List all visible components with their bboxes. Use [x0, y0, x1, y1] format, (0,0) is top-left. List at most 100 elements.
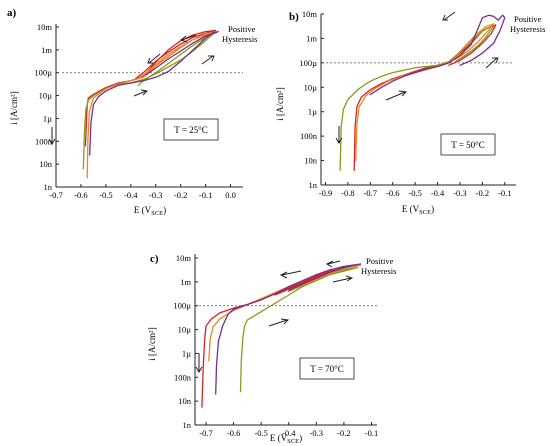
panel-b-xtick-label: -0.1 [498, 188, 511, 198]
panel-b-ytick-label: 100µ [299, 58, 317, 68]
panel-a-arrow-right-lower-icon [133, 89, 149, 97]
panel-a-series-4-line [89, 30, 219, 156]
panel-c-arrow-right-lower-icon [268, 318, 290, 327]
panel-c-ytick-label: 1µ [182, 348, 191, 358]
panel-a-xtick-label: -0.4 [124, 190, 138, 200]
panel-a-arrow-right-upper-icon [201, 55, 215, 65]
panel-a-ytick-label: 10µ [39, 91, 53, 101]
panel-b-arrow-down-icon [335, 126, 343, 144]
panel-a-temperature: T = 25°C [174, 125, 208, 135]
panel-b-xtick-label: -0.3 [453, 188, 466, 198]
panel-b-xtick-label: -0.2 [476, 188, 489, 198]
panel-c-label: c) [150, 253, 159, 265]
panel-a: a) i [A/cm²] 10m 1m 100µ 10µ 1µ 100n 10n 1n -0.… [7, 7, 257, 217]
panel-b-axes: 10m 1m 100µ 10µ 1µ 100n 10n 1n -0.9 -0.8 -0.7 -0.6… [299, 9, 516, 198]
panel-b-ylabel: i [A/cm²] [275, 87, 285, 120]
panel-a-label: a) [7, 7, 17, 19]
panel-a-series-3-line [86, 30, 217, 179]
panel-c-xtick-labels: -0.7 -0.6 -0.5 -0.4 -0.3 -0.2 -0.1 [199, 422, 378, 438]
panel-b-ytick-label: 10µ [304, 82, 318, 92]
panel-a-series [82, 29, 219, 179]
panel-c-ytick-label: 100µ [173, 301, 191, 311]
panel-a-arrow-left-mid-icon [147, 53, 161, 64]
panel-c-ytick-label: 10n [178, 396, 192, 406]
panel-a-xtick-labels: -0.7 -0.6 -0.5 -0.4 -0.3 -0.2 -0.1 0.0 [49, 184, 236, 200]
panel-c-xtick-label: -0.1 [365, 428, 378, 438]
panel-b-temperature: T = 50°C [451, 140, 485, 150]
panel-a-ytick-label: 10n [39, 159, 53, 169]
panel-a-ylabel: i [A/cm²] [9, 91, 19, 124]
panel-a-xtick-label: -0.1 [199, 190, 212, 200]
panel-a-xtick-label: -0.7 [49, 190, 62, 200]
panel-c-arrow-right-upper-icon [332, 275, 354, 283]
panel-b-ytick-label: 100n [300, 131, 318, 141]
panel-b-arrow-markers [335, 11, 499, 144]
panel-a-hysteresis-line2: Hysteresis [222, 34, 257, 44]
panel-b-xtick-labels: -0.9 -0.8 -0.7 -0.6 -0.5 -0.4 -0.3 -0.2 -0.1 [319, 182, 512, 198]
panel-c-plot: 10m 1m 100µ 10µ 1µ 100n 10n 1n -0.7 -0.6 -0.5 -0.4… [173, 253, 396, 438]
panel-c-series-1-line [201, 264, 359, 408]
panel-a-ytick-labels: 10m 1m 100µ 10µ 1µ 100n 10n 1n [34, 22, 59, 192]
panel-a-xtick-label: -0.2 [174, 190, 187, 200]
panel-a-arrow-down-icon [48, 127, 56, 145]
panel-b-arrow-left-top-icon [442, 11, 456, 21]
panel-b-xtick-label: -0.4 [431, 188, 445, 198]
panel-b-ytick-labels: 10m 1m 100µ 10µ 1µ 100n 10n 1n [299, 9, 324, 190]
panel-a-xlabel: E (VSCE) [134, 205, 166, 217]
panel-a-ytick-label: 10m [37, 22, 53, 32]
panel-c-ytick-label: 10µ [178, 325, 192, 335]
panel-c-hysteresis-line2: Hysteresis [361, 266, 396, 276]
panel-a-xtick-label: 0.0 [225, 190, 236, 200]
panel-c-series-4-line [215, 263, 362, 395]
panel-a-series-1-line [84, 29, 217, 147]
panel-c-arrow-down-icon [195, 353, 203, 373]
panel-a-ytick-label: 100µ [34, 68, 52, 78]
panel-a-hysteresis-line1: Positive [228, 24, 256, 34]
panel-c-hysteresis-line1: Positive [366, 256, 394, 266]
panel-c-xtick-label: -0.3 [310, 428, 323, 438]
panel-a-xtick-label: -0.6 [74, 190, 87, 200]
panel-a-ytick-label: 100n [35, 136, 53, 146]
panel-c-ytick-label: 100n [174, 372, 192, 382]
panel-c-ytick-label: 1m [180, 277, 191, 287]
panel-c-arrow-left-mid-icon [325, 260, 341, 268]
panel-c-axes: 10m 1m 100µ 10µ 1µ 100n 10n 1n -0.7 -0.6 -0.5 -0.4… [173, 253, 378, 438]
panel-b-xtick-label: -0.7 [364, 188, 377, 198]
panel-a-arrow-markers [48, 34, 215, 145]
panel-b: b) i [A/cm²] 10m 1m 100µ 10µ 1µ 100n 10n 1n -0.… [275, 9, 545, 216]
panel-c-xtick-label: -0.5 [254, 428, 267, 438]
panel-c-ylabel: i [A/cm²] [147, 327, 157, 360]
panel-a-plot: 10m 1m 100µ 10µ 1µ 100n 10n 1n -0.7 -0.6 -0.5 -0.4… [34, 22, 257, 200]
panel-b-xtick-label: -0.6 [386, 188, 399, 198]
panel-b-xlabel: E (VSCE) [402, 204, 434, 216]
panel-c-xlabel: E (VSCE) [270, 433, 302, 445]
panel-b-temperature-box [440, 133, 496, 156]
panel-c-ytick-label: 10m [176, 253, 192, 263]
panel-b-series-4-line [369, 14, 506, 96]
panel-c-series [201, 263, 362, 408]
panel-a-ytick-label: 1µ [43, 113, 52, 123]
panel-c-xtick-label: -0.6 [227, 428, 240, 438]
panel-c-xtick-label: -0.2 [337, 428, 350, 438]
panel-a-xtick-label: -0.3 [149, 190, 162, 200]
panel-b-xtick-label: -0.5 [408, 188, 421, 198]
panel-b-arrow-right-lower-icon [385, 90, 408, 101]
panel-b-ytick-label: 10m [302, 9, 318, 19]
panel-b-label: b) [289, 11, 299, 23]
panel-c-arrow-markers [195, 260, 354, 373]
panel-c: c) i [A/cm²] 10m 1m 100µ 10µ 1µ 100n 10n 1n -0.… [147, 253, 396, 445]
panel-b-hysteresis-line2: Hysteresis [510, 24, 545, 34]
panel-b-ytick-label: 10n [304, 156, 318, 166]
panel-a-xtick-label: -0.5 [99, 190, 112, 200]
panel-a-arrow-left-top-icon [179, 34, 197, 43]
panel-a-temperature-box [163, 118, 219, 141]
panel-b-plot: 10m 1m 100µ 10µ 1µ 100n 10n 1n -0.9 -0.8 -0.7 -0.6… [299, 9, 545, 198]
panel-c-temperature: T = 70°C [310, 364, 344, 374]
panel-b-ytick-label: 1m [306, 33, 317, 43]
panel-b-xtick-label: -0.8 [341, 188, 354, 198]
panel-b-xtick-label: -0.9 [319, 188, 332, 198]
panel-c-series-2-line [239, 266, 359, 393]
panel-a-ytick-label: 1n [44, 182, 53, 192]
panel-c-xtick-label: -0.7 [199, 428, 212, 438]
